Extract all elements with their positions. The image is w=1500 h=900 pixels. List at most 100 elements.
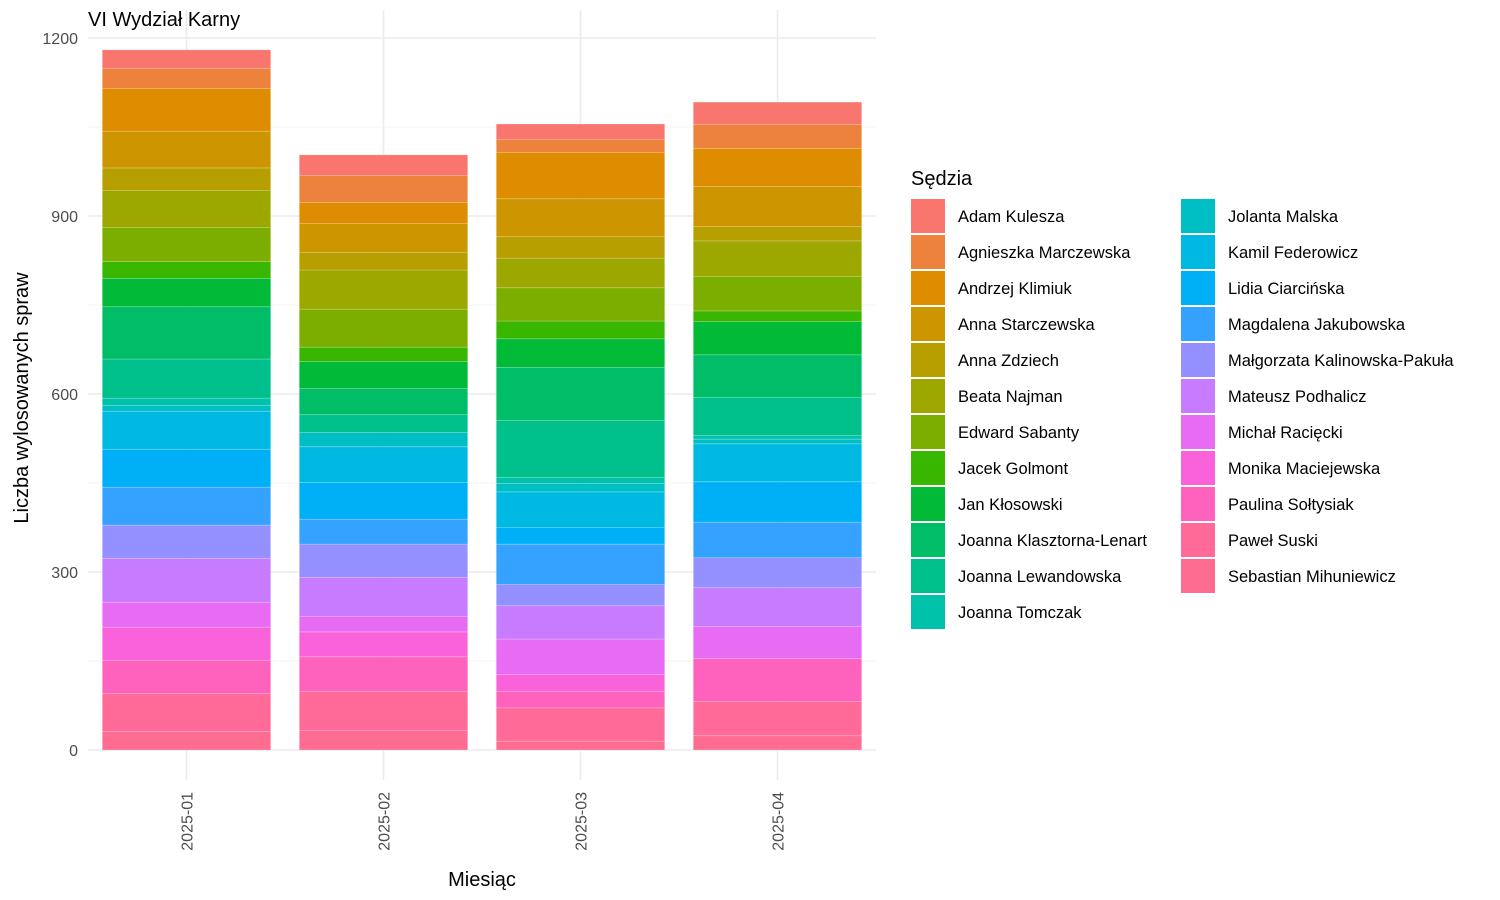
bar-segment [101, 448, 272, 488]
bar-segment [101, 410, 272, 450]
bar-segment [692, 310, 863, 322]
bar-segment [692, 626, 863, 659]
bar-segment [101, 358, 272, 399]
bar-segment [298, 154, 469, 176]
bar-segment [298, 346, 469, 362]
bar-segment [101, 660, 272, 694]
bar-segment [298, 202, 469, 225]
legend-label: Paweł Suski [1228, 532, 1318, 550]
legend-key [1181, 523, 1215, 557]
bar-segment [495, 638, 666, 675]
bar-segment [692, 701, 863, 737]
bar-segment [298, 269, 469, 310]
legend-label: Małgorzata Kalinowska-Pakuła [1228, 352, 1454, 370]
bar-segment [692, 186, 863, 227]
bar-segment [101, 601, 272, 628]
legend-label: Michał Racięcki [1228, 424, 1343, 442]
bar-segment [692, 735, 863, 751]
legend-label: Joanna Klasztorna-Lenart [958, 532, 1147, 550]
bar-segment [298, 543, 469, 578]
legend-label: Edward Sabanty [958, 424, 1080, 442]
bar-segment [692, 101, 863, 125]
legend: Sędzia Adam Kulesza Agnieszka Marczewska A… [911, 168, 1454, 629]
bar-segment [298, 656, 469, 692]
bar-segment [495, 287, 666, 322]
bar-segment [298, 251, 469, 271]
bar-segment [101, 130, 272, 169]
legend-key [911, 199, 945, 233]
legend-key [911, 451, 945, 485]
bar-segment [495, 584, 666, 607]
y-tick-label: 900 [51, 209, 78, 226]
bar-segment [298, 361, 469, 389]
bar-segment [692, 148, 863, 187]
bar-segment [495, 483, 666, 493]
bar-segment [692, 321, 863, 356]
bar-segment [101, 486, 272, 526]
legend-label: Joanna Lewandowska [958, 568, 1122, 586]
bar-segment [101, 261, 272, 279]
bar-segment [298, 482, 469, 520]
legend-key [911, 523, 945, 557]
bar-segment [298, 690, 469, 731]
legend-key [911, 415, 945, 449]
bar-segment [101, 88, 272, 132]
bar-segment [495, 420, 666, 478]
bar-segment [495, 674, 666, 692]
legend-key [1181, 379, 1215, 413]
bar-segment [298, 730, 469, 751]
bar-segment [495, 543, 666, 585]
bar-segment [692, 658, 863, 702]
legend-key [1181, 307, 1215, 341]
bar-segment [692, 435, 863, 440]
bar-segment [495, 477, 666, 484]
bar-segment [101, 731, 272, 751]
legend-label: Sebastian Mihuniewicz [1228, 568, 1396, 586]
y-tick-label: 300 [51, 565, 78, 582]
bar-segment [101, 306, 272, 360]
legend-label: Paulina Sołtysiak [1228, 496, 1354, 514]
legend-key [1181, 235, 1215, 269]
chart-title: VI Wydział Karny [88, 9, 240, 31]
bar-segment [495, 740, 666, 751]
bar-segment [495, 527, 666, 545]
bar-segment [298, 414, 469, 433]
y-tick-label: 600 [51, 387, 78, 404]
legend-key [1181, 451, 1215, 485]
legend-label: Jan Kłosowski [958, 496, 1063, 514]
bar-segment [495, 707, 666, 742]
bar-segment [495, 123, 666, 140]
legend-key [911, 487, 945, 521]
legend-label: Agnieszka Marczewska [958, 244, 1131, 262]
legend-key [1181, 199, 1215, 233]
legend-key [1181, 559, 1215, 593]
bar-segment [692, 481, 863, 523]
x-axis-ticks: 2025-01 2025-02 2025-03 2025-04 [180, 792, 788, 851]
bar-segment [495, 139, 666, 153]
bar-segment [692, 438, 863, 445]
bar-segment [692, 354, 863, 398]
legend-label: Adam Kulesza [958, 208, 1065, 226]
bar-segment [692, 276, 863, 312]
bar-segment [495, 236, 666, 259]
bar-segment [495, 320, 666, 340]
legend-label: Lidia Ciarcińska [1228, 280, 1345, 298]
bar-segment [101, 397, 272, 406]
legend-title: Sędzia [911, 168, 973, 190]
bar-segment [101, 524, 272, 559]
bar-segment [101, 558, 272, 603]
bar-segment [692, 226, 863, 242]
legend-key [1181, 271, 1215, 305]
bar-segment [495, 366, 666, 421]
legend-label: Kamil Federowicz [1228, 244, 1358, 262]
legend-label: Mateusz Podhalicz [1228, 388, 1367, 406]
bar-segment [495, 338, 666, 368]
bar-segment [101, 190, 272, 228]
bar-segment [692, 557, 863, 588]
legend-label: Joanna Tomczak [958, 604, 1082, 622]
y-tick-label: 0 [69, 743, 78, 760]
legend-key [1181, 487, 1215, 521]
bar-segment [298, 432, 469, 448]
legend-label: Monika Maciejewska [1228, 460, 1381, 478]
